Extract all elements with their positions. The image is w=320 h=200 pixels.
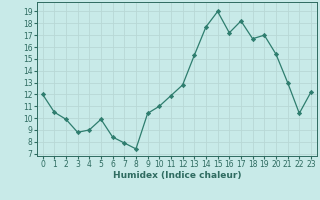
X-axis label: Humidex (Indice chaleur): Humidex (Indice chaleur) <box>113 171 241 180</box>
